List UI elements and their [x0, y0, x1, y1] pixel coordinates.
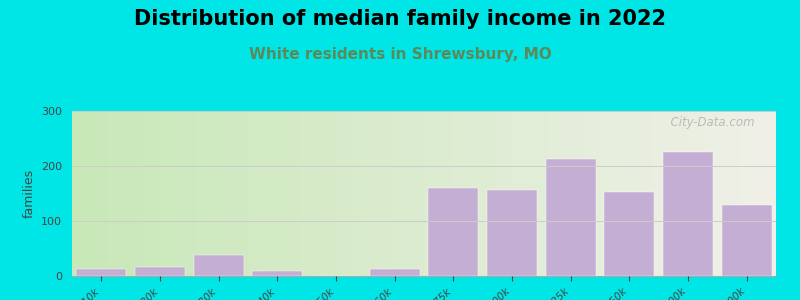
Text: City-Data.com: City-Data.com: [663, 116, 755, 129]
Text: White residents in Shrewsbury, MO: White residents in Shrewsbury, MO: [249, 46, 551, 62]
Bar: [77, 269, 126, 276]
Bar: [253, 271, 302, 276]
Bar: [429, 188, 478, 276]
Bar: [370, 269, 419, 276]
Bar: [487, 190, 537, 276]
Bar: [194, 255, 243, 276]
Bar: [605, 192, 654, 276]
Bar: [722, 205, 771, 276]
Text: Distribution of median family income in 2022: Distribution of median family income in …: [134, 9, 666, 29]
Bar: [546, 159, 595, 276]
Y-axis label: families: families: [22, 169, 35, 218]
Bar: [135, 267, 185, 276]
Bar: [663, 152, 713, 276]
